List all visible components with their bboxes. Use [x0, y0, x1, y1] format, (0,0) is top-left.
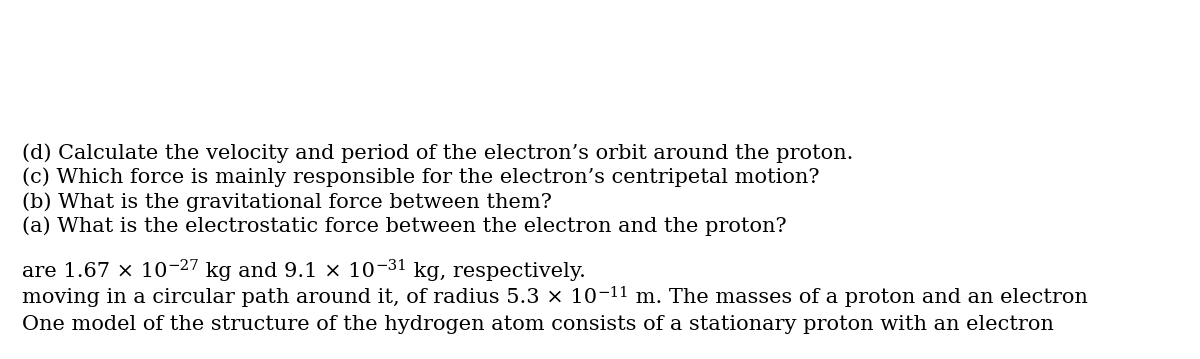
Text: −27: −27 [168, 259, 199, 273]
Text: (b) What is the gravitational force between them?: (b) What is the gravitational force betw… [22, 192, 552, 212]
Text: moving in a circular path around it, of radius 5.3 × 10: moving in a circular path around it, of … [22, 289, 598, 308]
Text: kg, respectively.: kg, respectively. [407, 262, 586, 281]
Text: kg and 9.1 × 10: kg and 9.1 × 10 [199, 262, 376, 281]
Text: (c) Which force is mainly responsible for the electron’s centripetal motion?: (c) Which force is mainly responsible fo… [22, 168, 820, 187]
Text: −31: −31 [376, 259, 407, 273]
Text: (d) Calculate the velocity and period of the electron’s orbit around the proton.: (d) Calculate the velocity and period of… [22, 143, 853, 163]
Text: m. The masses of a proton and an electron: m. The masses of a proton and an electro… [629, 289, 1087, 308]
Text: −11: −11 [598, 286, 629, 300]
Text: One model of the structure of the hydrogen atom consists of a stationary proton : One model of the structure of the hydrog… [22, 315, 1054, 334]
Text: (a) What is the electrostatic force between the electron and the proton?: (a) What is the electrostatic force betw… [22, 217, 787, 237]
Text: are 1.67 × 10: are 1.67 × 10 [22, 262, 168, 281]
